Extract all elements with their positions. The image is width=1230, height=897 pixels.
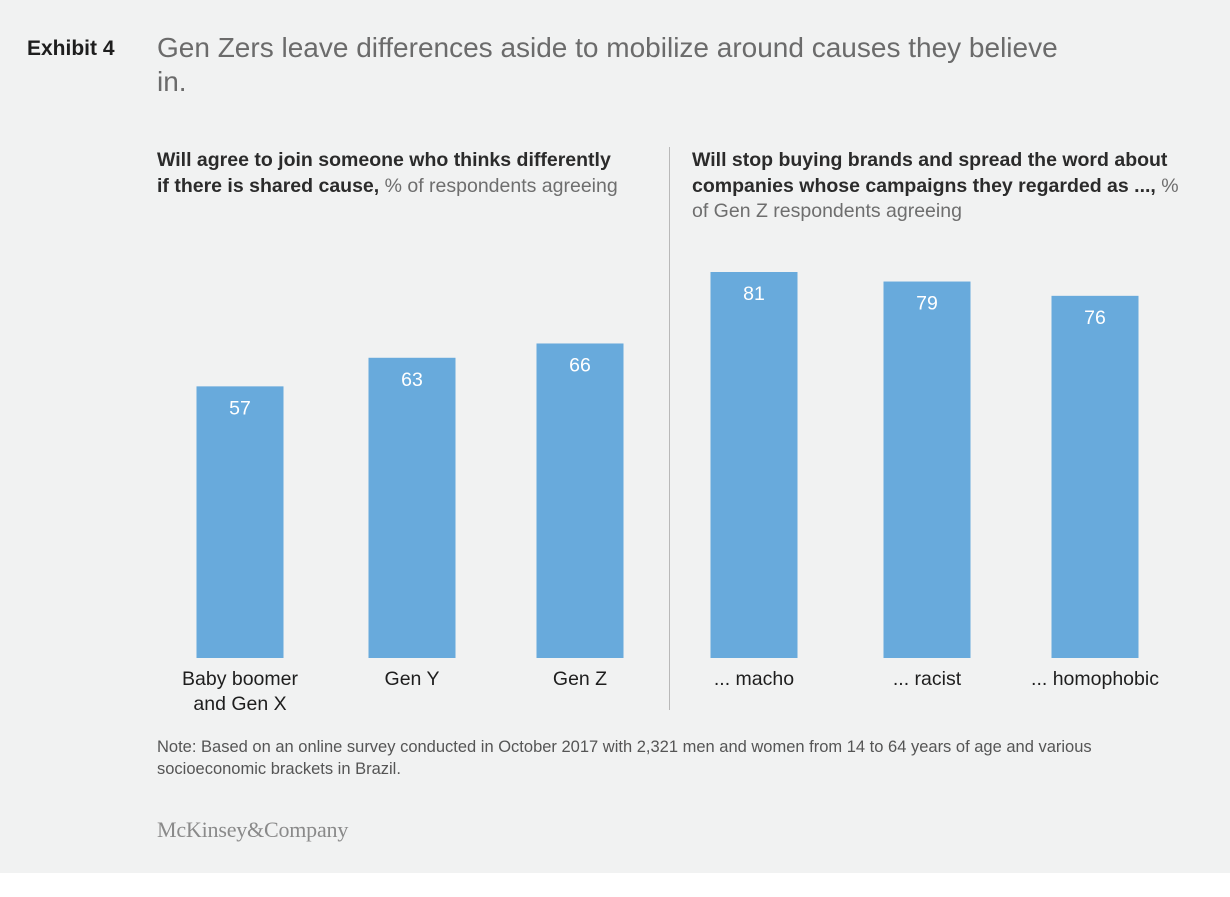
- exhibit-panel: Exhibit 4 Gen Zers leave differences asi…: [0, 0, 1230, 873]
- right-category-label-1: ... macho: [714, 668, 794, 690]
- right-subtitle-unit: % of Gen Z respondents agreeing: [692, 174, 1179, 223]
- panel-divider: [669, 147, 670, 710]
- left-bar-value-3: 66: [569, 354, 591, 376]
- right-bar-value-3: 76: [1084, 307, 1106, 329]
- right-bar-1: [710, 272, 798, 658]
- right-chart-subtitle: Will stop buying brands and spread the w…: [692, 148, 1192, 225]
- left-category-label-2: Gen Y: [385, 668, 440, 690]
- right-bar-value-2: 79: [916, 293, 938, 315]
- left-category-label-1: Baby boomer and Gen X: [182, 668, 298, 715]
- left-bar-2: [368, 357, 456, 658]
- right-bar-2: [883, 281, 971, 658]
- left-chart-subtitle: Will agree to join someone who thinks di…: [157, 148, 627, 199]
- right-subtitle-bold: Will stop buying brands and spread the w…: [692, 149, 1168, 197]
- right-category-label-3: ... homophobic: [1031, 668, 1159, 690]
- left-bar-1: [196, 386, 284, 658]
- right-bar-value-1: 81: [743, 283, 765, 305]
- exhibit-title: Gen Zers leave differences aside to mobi…: [157, 32, 1058, 97]
- right-bar-3: [1051, 295, 1139, 658]
- left-bar-value-2: 63: [401, 369, 423, 391]
- left-category-label-3: Gen Z: [553, 668, 607, 690]
- left-bar-value-1: 57: [229, 397, 251, 419]
- exhibit-label: Exhibit 4: [27, 37, 115, 60]
- brand-logo: McKinsey&Company: [157, 817, 349, 842]
- bar-charts: 57 Baby boomer and Gen X 63 Gen Y 66 Gen Z 81..…: [182, 272, 1159, 715]
- left-subtitle-bold: Will agree to join someone who thinks di…: [157, 149, 611, 197]
- left-bar-3: [536, 343, 624, 658]
- right-category-label-2: ... racist: [893, 668, 962, 690]
- left-subtitle-unit: % of respondents agreeing: [379, 174, 618, 197]
- footnote: Note: Based on an online survey conducte…: [157, 738, 1092, 778]
